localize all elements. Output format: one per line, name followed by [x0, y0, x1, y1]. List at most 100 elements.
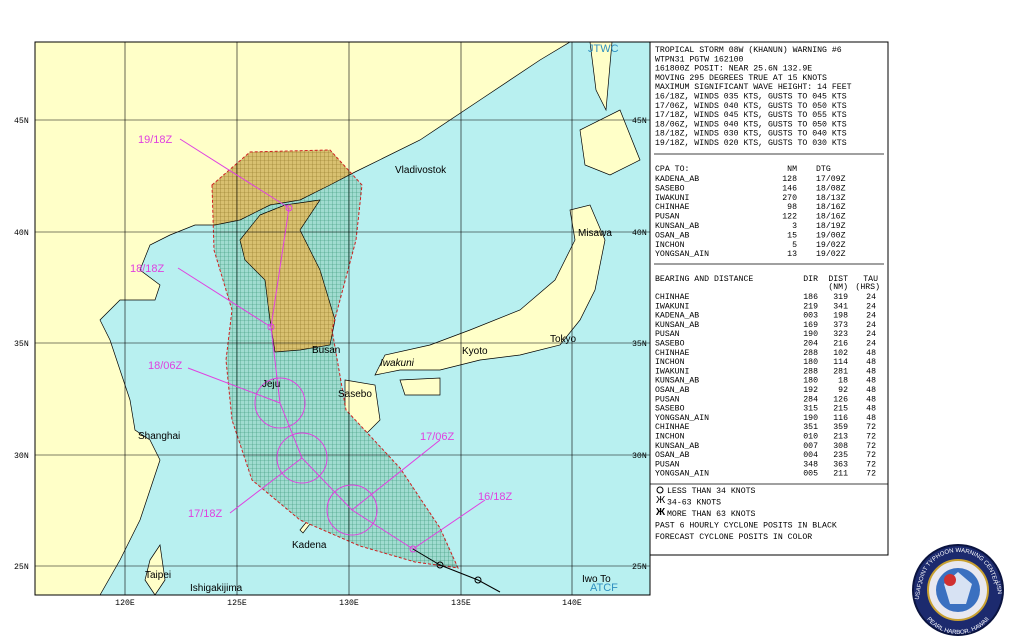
cpa-cell: 5	[792, 241, 797, 250]
bearing-cell: 24	[866, 340, 876, 349]
forecast-track	[177, 138, 486, 553]
forecast-label: 17/18Z	[188, 508, 223, 520]
bearing-cell: 24	[866, 330, 876, 339]
bearing-cell: 48	[866, 349, 876, 358]
bearing-subcol: (HRS)	[855, 282, 880, 292]
bearing-cell: 351	[803, 423, 818, 432]
bearing-cell: 288	[803, 367, 818, 376]
cpa-cell: CHINHAE	[655, 203, 689, 212]
warning-panel: Ж Ж TROPICAL STORM 08W (KHANUN) WARNING …	[649, 41, 889, 556]
lon-label: 140E	[562, 599, 582, 608]
legend-symbol: Ж	[656, 495, 666, 506]
past-track	[412, 548, 501, 593]
header-line: MOVING 295 DEGREES TRUE AT 15 KNOTS	[655, 74, 827, 83]
cpa-cell: IWAKUNI	[655, 194, 689, 203]
lon-label: 125E	[227, 599, 247, 608]
bearing-cell: 198	[833, 312, 848, 321]
bearing-cell: 235	[833, 451, 848, 460]
lat-label: 45N	[14, 117, 29, 126]
bearing-cell: 211	[833, 470, 848, 479]
bearing-cell: 72	[866, 460, 876, 469]
lat-label: 30N	[14, 452, 29, 461]
header-line: 161800Z POSIT: NEAR 25.6N 132.9E	[655, 65, 812, 74]
lon-label: 135E	[451, 599, 471, 608]
forecast-label: 16/18Z	[478, 491, 513, 503]
seal: JOINT TYPHOON WARNING CENTER PEARL HARBO…	[912, 544, 1004, 636]
cpa-cell: 270	[782, 194, 797, 203]
place: Kadena	[292, 540, 327, 551]
bearing-cell: 216	[833, 340, 848, 349]
bearing-cell: INCHON	[655, 358, 685, 367]
bearing-cell: 180	[803, 377, 818, 386]
cpa-cell: 17/09Z	[816, 174, 846, 184]
place: Iwo To	[582, 574, 611, 585]
bearing-cell: 114	[833, 358, 848, 367]
header-line: 18/06Z, WINDS 040 KTS, GUSTS TO 050 KTS	[655, 119, 847, 129]
place: Kyoto	[462, 346, 488, 357]
cpa-cell: 19/00Z	[816, 230, 846, 240]
lon-label: 120E	[115, 599, 135, 608]
bearing-cell: 190	[803, 330, 818, 339]
bearing-cell: 48	[866, 405, 876, 414]
cpa-cell: 18/16Z	[816, 212, 846, 222]
graticule	[35, 42, 650, 595]
cpa-cell: 128	[782, 175, 797, 184]
cpa-cell: 18/08Z	[816, 183, 846, 193]
bearing-cell: KADENA_AB	[655, 312, 699, 321]
bearing-cell: 72	[866, 470, 876, 479]
bearing-cell: PUSAN	[655, 330, 680, 339]
bearing-cell: INCHON	[655, 433, 685, 442]
place: Misawa	[578, 228, 612, 239]
cpa-title: CPA TO:	[655, 165, 689, 174]
header-line: 18/18Z, WINDS 030 KTS, GUSTS TO 040 KTS	[655, 129, 847, 139]
bearing-cell: 48	[866, 395, 876, 404]
bearing-cell: 186	[803, 293, 818, 302]
cpa-cell: INCHON	[655, 241, 685, 250]
bearing-cell: CHINHAE	[655, 293, 689, 302]
lat-label: 40N	[632, 229, 647, 238]
bearing-cell: YONGSAN_AIN	[655, 414, 709, 423]
legend-text: LESS THAN 34 KNOTS	[667, 487, 756, 496]
bearing-cell: CHINHAE	[655, 423, 689, 432]
bearing-cell: 003	[803, 312, 818, 321]
bearing-subcol: (NM)	[828, 282, 848, 292]
place: Jeju	[262, 379, 280, 390]
bearing-cell: 004	[803, 451, 818, 460]
bearing-cell: 24	[866, 321, 876, 330]
bearing-cell: 48	[866, 367, 876, 376]
bearing-cell: 308	[833, 442, 848, 451]
bearing-cell: 359	[833, 423, 848, 432]
bearing-cell: SASEBO	[655, 405, 685, 414]
bearing-cell: 319	[833, 293, 848, 302]
cpa-cell: 18/19Z	[816, 221, 846, 231]
bearing-cell: 204	[803, 340, 818, 349]
bearing-cell: 92	[838, 386, 848, 395]
place: Taipei	[145, 570, 171, 581]
bearing-cell: 341	[833, 302, 848, 311]
bearing-cell: 72	[866, 442, 876, 451]
bearing-col: DIR	[803, 275, 818, 284]
place: Tokyo	[550, 334, 577, 345]
lat-label: 25N	[632, 563, 647, 572]
place: Shanghai	[138, 431, 180, 442]
bearing-cell: 72	[866, 423, 876, 432]
bearing-cell: 102	[833, 349, 848, 358]
bearing-cell: PUSAN	[655, 460, 680, 469]
lon-label: 130E	[339, 599, 359, 608]
bearing-cell: 24	[866, 312, 876, 321]
bearing-cell: 215	[833, 405, 848, 414]
bearing-col: DIST	[828, 275, 848, 284]
bearing-cell: 24	[866, 302, 876, 311]
cpa-cell: 15	[787, 231, 797, 240]
seal-left: USAF	[915, 583, 924, 600]
place: Vladivostok	[395, 165, 447, 176]
bearing-cell: 284	[803, 395, 818, 404]
bearing-cell: SASEBO	[655, 340, 685, 349]
bearing-cell: 005	[803, 470, 818, 479]
cpa-cell: 98	[787, 203, 797, 212]
source-label: JTWC	[588, 43, 619, 55]
bearing-cell: 213	[833, 433, 848, 442]
bearing-cell: PUSAN	[655, 395, 680, 404]
legend-text: MORE THAN 63 KNOTS	[667, 510, 756, 519]
cpa-cell: 19/02Z	[816, 240, 846, 250]
